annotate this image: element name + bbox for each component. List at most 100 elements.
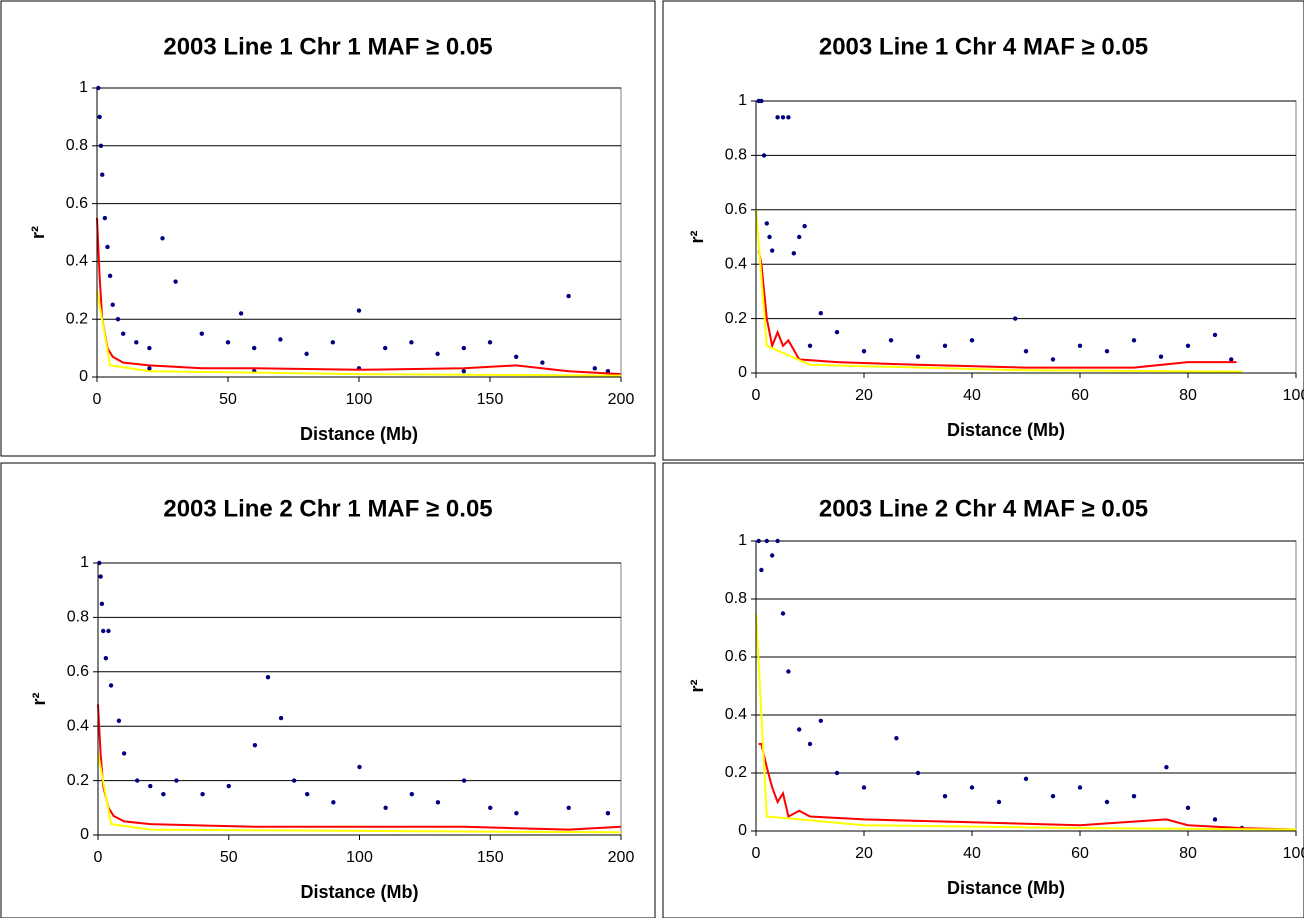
x-tick-label: 150 [477,391,504,408]
y-axis-title: r² [29,692,49,705]
x-axis-title: Distance (Mb) [947,420,1065,440]
point [1158,354,1164,359]
point [786,115,791,120]
x-tick-label: 100 [346,391,373,408]
point [102,215,108,221]
point [861,785,867,790]
point [173,279,178,284]
point [759,567,764,573]
point [540,360,545,365]
point [759,98,764,104]
point [1229,357,1234,362]
point [1185,805,1191,810]
point [107,273,113,279]
point [116,718,122,723]
trend-line [755,613,1297,831]
y-tick-label: 0.2 [725,310,747,327]
point [915,770,921,776]
y-axis-title: r² [687,230,707,243]
point [115,317,121,322]
point [770,553,775,558]
y-tick-label: 0 [738,822,747,839]
y-tick-label: 0.4 [725,255,747,272]
point [514,811,519,816]
point [791,251,796,256]
x-tick-label: 200 [608,391,635,408]
point [797,234,802,240]
point [969,785,975,790]
point [1131,794,1137,799]
point [797,727,802,732]
trend-line [97,753,622,834]
point [461,778,467,783]
x-tick-label: 100 [1283,845,1304,862]
y-tick-label: 0.8 [67,609,89,626]
point [1104,349,1110,354]
point [1131,338,1137,343]
point [291,778,297,783]
chart-title: 2003 Line 2 Chr 1 MAF ≥ 0.05 [163,495,492,522]
point [101,628,106,634]
point [488,805,493,810]
trend-line [758,743,1297,831]
point [99,601,105,606]
x-tick-label: 50 [219,391,237,408]
point [225,340,231,345]
x-tick-label: 20 [855,845,873,862]
point [807,343,813,348]
point [383,805,388,810]
point [775,538,780,544]
point [834,770,840,776]
y-tick-label: 0.2 [725,764,747,781]
point [105,244,110,250]
plot-area [97,562,622,836]
y-axis-title: r² [28,226,48,239]
x-tick-label: 60 [1071,845,1089,862]
point [409,340,414,345]
point [780,611,786,616]
y-tick-label: 0.8 [725,147,747,164]
x-tick-label: 80 [1179,387,1197,404]
y-tick-label: 0.4 [67,717,89,734]
panel: 2003 Line 1 Chr 1 MAF ≥ 0.05 0 0.2 0.4 0.6 0.… [0,0,656,457]
point [147,366,152,371]
point [942,794,948,799]
y-tick-label: 0.8 [66,137,88,154]
point [200,792,205,797]
point [409,792,414,797]
x-tick-label: 0 [94,849,103,866]
point [278,337,283,342]
point [461,369,466,374]
point [356,308,362,313]
x-tick-label: 40 [963,387,981,404]
chart-title: 2003 Line 1 Chr 1 MAF ≥ 0.05 [163,33,492,60]
y-tick-label: 0.4 [725,706,747,723]
point [764,221,769,226]
point [1164,765,1169,770]
point [106,628,111,634]
point [996,799,1002,805]
y-tick-label: 0.4 [66,253,88,270]
point [861,349,867,354]
y-tick-label: 1 [79,79,88,96]
point [252,345,257,351]
point [915,354,921,359]
point [331,800,336,805]
y-tick-label: 0.2 [67,772,89,789]
point [818,718,823,723]
point [566,293,571,299]
point [770,248,775,253]
point [1023,776,1029,781]
point [888,338,894,343]
y-tick-label: 0.6 [66,195,88,212]
point [238,311,244,316]
y-tick-label: 0.2 [66,310,88,327]
plot-area [755,540,1297,832]
x-tick-label: 0 [752,387,761,404]
trend-line [757,250,1237,369]
point [461,345,466,351]
x-axis-title: Distance (Mb) [947,878,1065,898]
point [786,669,791,674]
point [1077,785,1083,790]
point [98,574,103,579]
